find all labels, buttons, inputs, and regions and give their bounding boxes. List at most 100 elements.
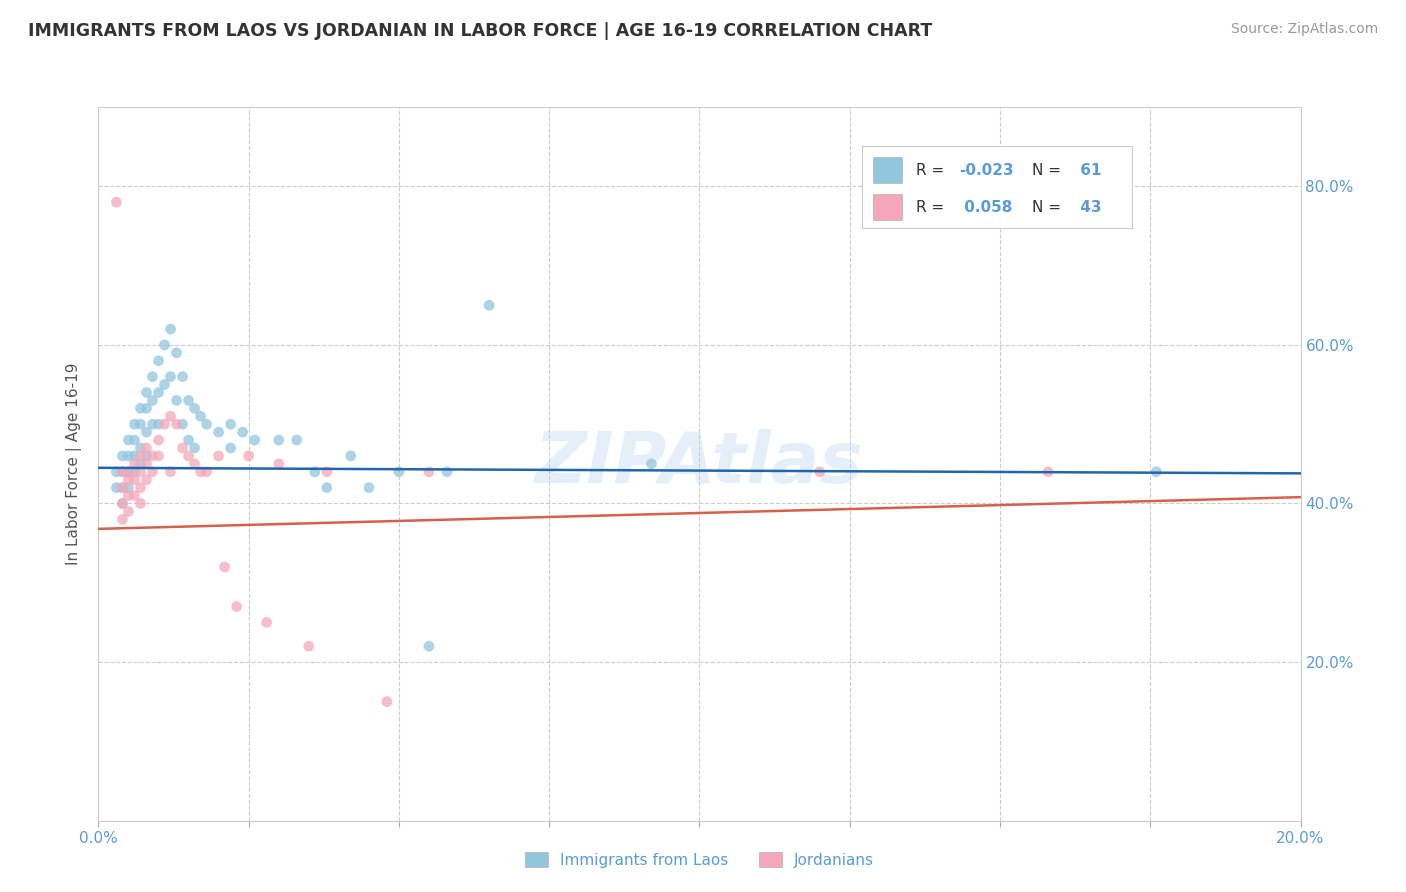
- Text: R =: R =: [915, 162, 949, 178]
- Point: [141, 393, 163, 408]
- Point: [129, 401, 152, 416]
- Point: [177, 393, 200, 408]
- Point: [117, 489, 139, 503]
- Point: [183, 401, 205, 416]
- Point: [129, 457, 152, 471]
- Point: [124, 473, 146, 487]
- Point: [111, 449, 134, 463]
- Point: [129, 496, 152, 510]
- Point: [285, 433, 308, 447]
- Point: [267, 433, 290, 447]
- Point: [129, 481, 152, 495]
- Point: [141, 449, 163, 463]
- Point: [111, 481, 134, 495]
- Point: [315, 481, 337, 495]
- Point: [148, 353, 170, 368]
- Text: 0.058: 0.058: [959, 200, 1012, 214]
- Point: [183, 457, 205, 471]
- Point: [190, 409, 212, 424]
- Point: [105, 481, 128, 495]
- Point: [177, 449, 200, 463]
- Point: [117, 473, 139, 487]
- Point: [124, 433, 146, 447]
- Point: [141, 465, 163, 479]
- Point: [238, 449, 260, 463]
- Point: [219, 441, 242, 455]
- Point: [129, 441, 152, 455]
- Point: [129, 465, 152, 479]
- Point: [357, 481, 380, 495]
- Point: [640, 457, 662, 471]
- Point: [208, 449, 231, 463]
- Point: [478, 298, 501, 312]
- Point: [159, 409, 181, 424]
- Point: [315, 465, 337, 479]
- Point: [105, 465, 128, 479]
- Point: [183, 441, 205, 455]
- Text: R =: R =: [915, 200, 949, 214]
- Point: [243, 433, 266, 447]
- Point: [153, 377, 176, 392]
- Point: [153, 338, 176, 352]
- Text: Source: ZipAtlas.com: Source: ZipAtlas.com: [1230, 22, 1378, 37]
- Point: [267, 457, 290, 471]
- Point: [808, 465, 831, 479]
- Point: [111, 465, 134, 479]
- Point: [219, 417, 242, 432]
- Point: [418, 465, 440, 479]
- Point: [135, 425, 157, 439]
- Text: 61: 61: [1076, 162, 1102, 178]
- Text: 43: 43: [1076, 200, 1102, 214]
- Legend: Immigrants from Laos, Jordanians: Immigrants from Laos, Jordanians: [519, 846, 880, 873]
- Point: [124, 449, 146, 463]
- Point: [340, 449, 363, 463]
- Point: [117, 465, 139, 479]
- Point: [388, 465, 411, 479]
- Point: [111, 512, 134, 526]
- Point: [225, 599, 247, 614]
- Point: [375, 695, 398, 709]
- Point: [190, 465, 212, 479]
- Point: [124, 457, 146, 471]
- Point: [148, 449, 170, 463]
- Point: [195, 417, 218, 432]
- Point: [166, 346, 188, 360]
- Text: N =: N =: [1032, 162, 1066, 178]
- Point: [232, 425, 254, 439]
- Text: -0.023: -0.023: [959, 162, 1014, 178]
- Point: [117, 504, 139, 518]
- Point: [1144, 465, 1167, 479]
- Point: [159, 322, 181, 336]
- Point: [141, 417, 163, 432]
- Point: [172, 417, 194, 432]
- Point: [148, 417, 170, 432]
- Point: [111, 496, 134, 510]
- Point: [418, 639, 440, 653]
- Point: [256, 615, 278, 630]
- Point: [124, 489, 146, 503]
- Point: [148, 433, 170, 447]
- Point: [153, 417, 176, 432]
- Point: [117, 433, 139, 447]
- Point: [1036, 465, 1059, 479]
- Point: [117, 465, 139, 479]
- Point: [135, 401, 157, 416]
- Point: [135, 473, 157, 487]
- Point: [124, 417, 146, 432]
- Point: [111, 496, 134, 510]
- Point: [172, 369, 194, 384]
- Point: [141, 369, 163, 384]
- Point: [135, 457, 157, 471]
- Point: [129, 449, 152, 463]
- Point: [159, 465, 181, 479]
- Point: [124, 465, 146, 479]
- Text: IMMIGRANTS FROM LAOS VS JORDANIAN IN LABOR FORCE | AGE 16-19 CORRELATION CHART: IMMIGRANTS FROM LAOS VS JORDANIAN IN LAB…: [28, 22, 932, 40]
- Point: [135, 441, 157, 455]
- Point: [111, 465, 134, 479]
- Point: [148, 385, 170, 400]
- Point: [135, 449, 157, 463]
- Point: [166, 393, 188, 408]
- Point: [214, 560, 236, 574]
- FancyBboxPatch shape: [873, 157, 903, 183]
- Point: [135, 385, 157, 400]
